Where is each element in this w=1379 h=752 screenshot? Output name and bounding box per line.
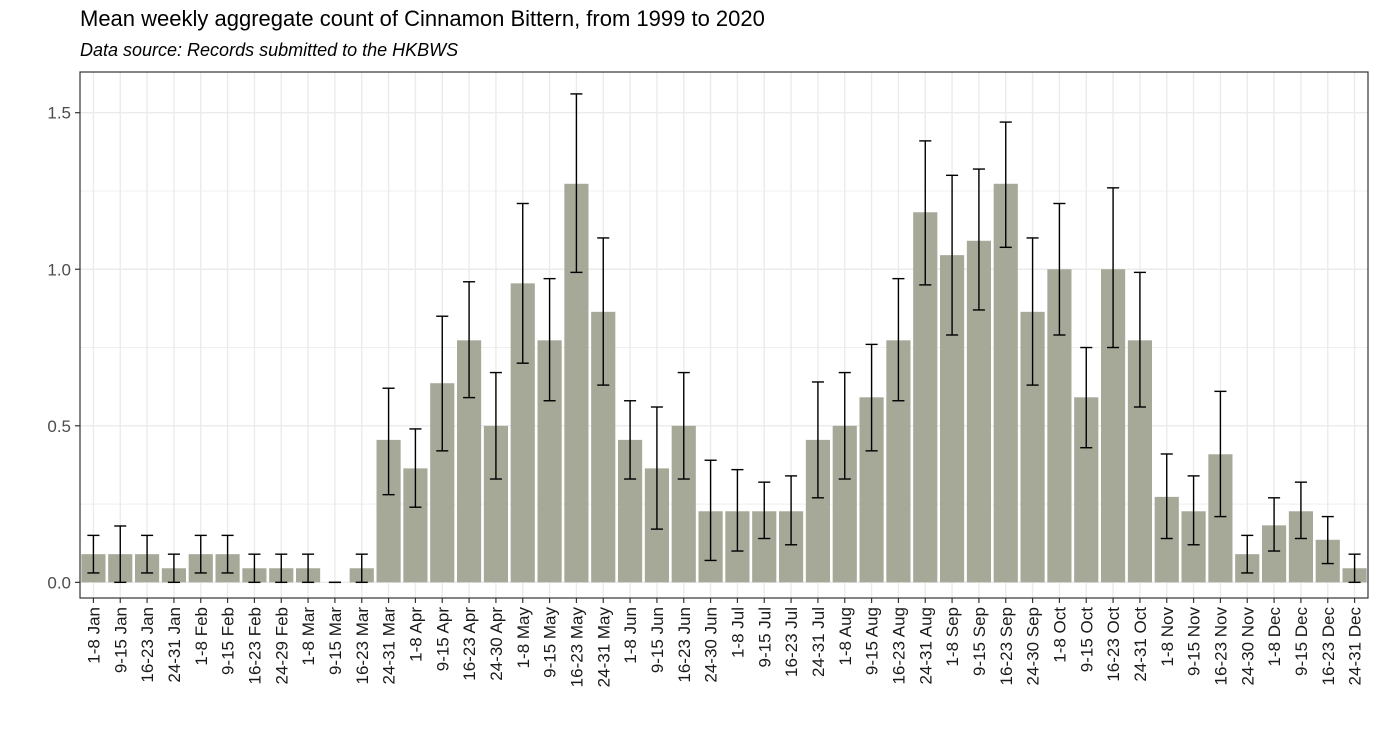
- x-tick-label: 9-15 Jun: [648, 607, 667, 673]
- x-tick-label: 16-23 Dec: [1319, 607, 1338, 686]
- x-tick-label: 24-31 Jul: [809, 607, 828, 677]
- x-tick-label: 1-8 Nov: [1158, 607, 1177, 667]
- x-tick-label: 9-15 Feb: [219, 607, 238, 675]
- x-tick-label: 9-15 Dec: [1292, 607, 1311, 676]
- x-tick-label: 24-31 Dec: [1346, 607, 1365, 686]
- x-tick-label: 16-23 Jun: [675, 607, 694, 683]
- x-tick-label: 9-15 May: [541, 607, 560, 678]
- y-tick-label: 1.0: [47, 260, 71, 279]
- x-tick-label: 24-30 Jun: [702, 607, 721, 683]
- x-tick-label: 1-8 Oct: [1050, 607, 1069, 663]
- x-tick-label: 16-23 Sep: [997, 607, 1016, 685]
- x-tick-label: 9-15 Oct: [1077, 607, 1096, 672]
- x-tick-label: 16-23 Jul: [782, 607, 801, 677]
- x-tick-label: 1-8 Jan: [84, 607, 103, 664]
- x-tick-label: 24-30 Nov: [1238, 607, 1257, 686]
- y-tick-label: 0.5: [47, 417, 71, 436]
- x-tick-label: 9-15 Aug: [863, 607, 882, 675]
- x-tick-label: 16-23 Apr: [460, 607, 479, 681]
- x-tick-label: 1-8 Feb: [192, 607, 211, 666]
- bar: [993, 183, 1018, 583]
- plot-panel: [80, 72, 1368, 598]
- x-tick-label: 16-23 Aug: [889, 607, 908, 685]
- panel-border: [79, 71, 1369, 599]
- x-tick-label: 24-29 Feb: [272, 607, 291, 685]
- x-tick-label: 24-31 Mar: [380, 607, 399, 685]
- x-tick-label: 24-30 Sep: [1024, 607, 1043, 685]
- x-tick-label: 24-30 Apr: [487, 607, 506, 681]
- x-tick-label: 16-23 Feb: [245, 607, 264, 685]
- chart-title: Mean weekly aggregate count of Cinnamon …: [80, 6, 765, 31]
- y-tick-label: 0.0: [47, 573, 71, 592]
- x-tick-label: 16-23 May: [567, 607, 586, 688]
- x-tick-label: 9-15 Jul: [755, 607, 774, 667]
- x-tick-label: 24-31 Oct: [1131, 607, 1150, 682]
- x-tick-label: 16-23 Nov: [1211, 607, 1230, 686]
- x-tick-label: 1-8 Aug: [836, 607, 855, 666]
- y-tick-label: 1.5: [47, 104, 71, 123]
- x-tick-label: 9-15 Jan: [111, 607, 130, 673]
- x-tick-label: 1-8 Jul: [728, 607, 747, 658]
- x-tick-label: 16-23 Jan: [138, 607, 157, 683]
- x-tick-label: 9-15 Sep: [970, 607, 989, 676]
- x-tick-label: 16-23 Oct: [1104, 607, 1123, 682]
- x-tick-label: 9-15 Apr: [433, 607, 452, 672]
- x-tick-label: 9-15 Mar: [326, 607, 345, 675]
- x-tick-label: 24-31 May: [594, 607, 613, 688]
- x-tick-label: 1-8 Jun: [621, 607, 640, 664]
- x-tick-label: 9-15 Nov: [1185, 607, 1204, 676]
- x-tick-label: 1-8 Sep: [943, 607, 962, 667]
- x-tick-label: 16-23 Mar: [353, 607, 372, 685]
- x-tick-label: 1-8 Dec: [1265, 607, 1284, 667]
- x-tick-label: 24-31 Aug: [916, 607, 935, 685]
- x-tick-label: 1-8 Apr: [406, 607, 425, 662]
- chart-subtitle: Data source: Records submitted to the HK…: [80, 40, 459, 60]
- x-tick-label: 24-31 Jan: [165, 607, 184, 683]
- x-tick-label: 1-8 Mar: [299, 607, 318, 666]
- x-tick-label: 1-8 May: [514, 607, 533, 669]
